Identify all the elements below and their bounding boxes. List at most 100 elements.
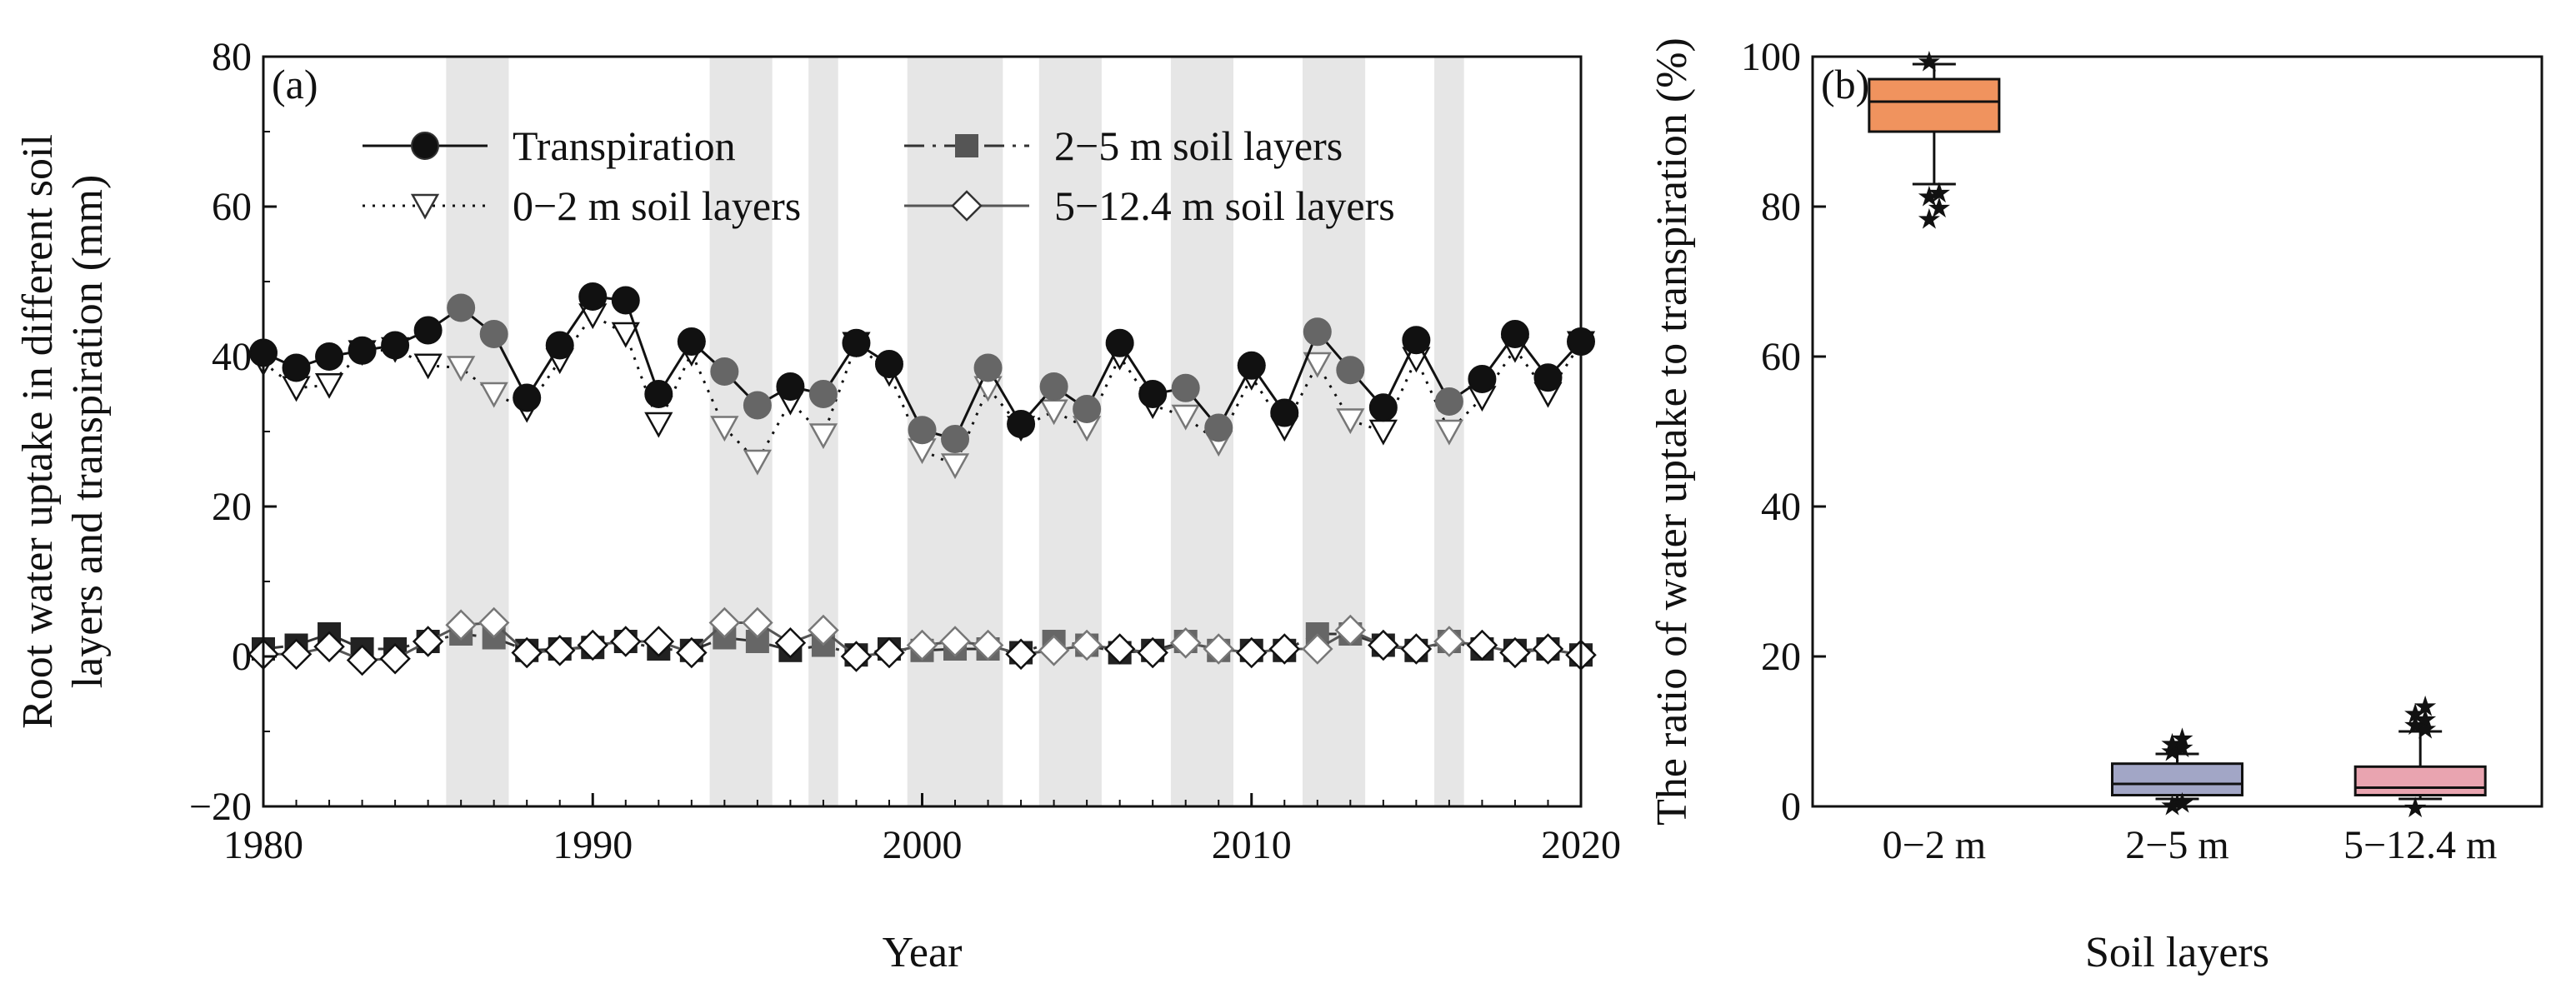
panel-a-legend: Transpiration 0−2 m soil layers 2−5 m so…	[363, 122, 1395, 229]
data-point	[1039, 372, 1068, 401]
data-point	[479, 320, 508, 348]
data-point	[743, 391, 772, 420]
data-point	[708, 606, 741, 639]
box-iqr	[1868, 77, 2001, 133]
x-tick-label: 2000	[883, 823, 963, 867]
data-point	[1270, 398, 1299, 427]
data-point	[1368, 393, 1398, 422]
panel-a-series	[248, 282, 1597, 676]
outlier-point: ★	[2413, 692, 2438, 723]
panel-b-boxes: ★★★★★★★★★★★★★★★★★	[1868, 47, 2487, 824]
data-point	[1235, 636, 1268, 669]
y-tick-label: 60	[1761, 335, 1801, 379]
y-tick-label: 80	[212, 35, 252, 79]
data-point	[447, 356, 476, 382]
outlier-point: ★	[2169, 789, 2194, 820]
data-point	[1466, 629, 1498, 661]
y-tick-label: 40	[212, 335, 252, 379]
data-point	[710, 416, 739, 442]
data-point	[313, 631, 345, 663]
data-point	[1433, 626, 1465, 657]
legend-0-2m: 0−2 m soil layers	[513, 182, 801, 229]
data-point	[315, 342, 344, 371]
data-point	[808, 423, 838, 450]
outlier-point: ★	[2403, 793, 2428, 824]
outlier-point: ★	[1917, 47, 1942, 78]
data-point	[774, 627, 807, 659]
legend-marker	[955, 134, 978, 157]
data-point	[413, 353, 443, 380]
data-point	[1073, 395, 1102, 423]
y-tick-label: 80	[1761, 185, 1801, 229]
data-point	[1038, 635, 1070, 666]
y-tick-label: 20	[1761, 635, 1801, 679]
data-point	[873, 636, 905, 669]
data-point	[1007, 410, 1036, 438]
data-point	[412, 626, 444, 657]
data-point	[1334, 614, 1367, 646]
box-iqr	[2111, 762, 2243, 797]
x-tick-label: 2020	[1541, 823, 1621, 867]
legend-marker	[951, 190, 983, 222]
y-tick-label: 0	[1781, 785, 1801, 829]
x-tick-label: 2−5 m	[2125, 823, 2228, 867]
outlier-point: ★	[1927, 178, 1952, 209]
data-point	[611, 286, 640, 315]
panel-a-y-axis-label-line1: Root water uptake in different soil	[14, 134, 62, 729]
shaded-period	[1303, 57, 1366, 806]
legend-transpiration: Transpiration	[513, 122, 736, 169]
outlier-point: ★	[2413, 715, 2438, 746]
series-0	[249, 282, 1595, 453]
outlier-point: ★	[2403, 700, 2428, 731]
box-2: ★★★★★★	[2353, 692, 2487, 824]
data-point	[677, 327, 706, 356]
data-point	[874, 350, 903, 378]
data-point	[545, 331, 574, 360]
panel-b-y-axis-label: The ratio of water uptake to transpirati…	[1648, 37, 1696, 826]
outlier-point: ★	[1917, 182, 1942, 213]
data-point	[280, 638, 313, 671]
box-0: ★★★★★	[1868, 47, 2001, 236]
y-tick-label: 0	[232, 635, 252, 679]
data-point	[1237, 351, 1266, 380]
data-point	[972, 629, 1004, 661]
data-point	[543, 635, 576, 666]
data-point	[346, 644, 378, 676]
data-point	[842, 328, 871, 357]
data-point	[1336, 356, 1365, 385]
data-point	[906, 629, 938, 661]
data-point	[808, 614, 839, 646]
data-point	[513, 383, 542, 412]
data-point	[381, 331, 410, 360]
panel-b-label: (b)	[1821, 61, 1869, 107]
data-point	[1138, 380, 1168, 408]
data-point	[1268, 633, 1301, 665]
data-point	[840, 641, 873, 672]
outlier-point: ★	[2169, 733, 2194, 764]
x-tick-label: 0−2 m	[1883, 823, 1986, 867]
outlier-point: ★	[1927, 193, 1952, 224]
data-point	[908, 416, 937, 445]
data-point	[1336, 408, 1365, 435]
data-point	[314, 372, 344, 399]
data-point	[577, 629, 609, 661]
data-point	[1303, 352, 1332, 378]
panel-b-ticks: 0−2 m 2−5 m 5−12.4 m 0 20 40 60 80 100	[1741, 35, 2497, 867]
y-tick-label: 40	[1761, 485, 1801, 529]
y-tick-label: 60	[212, 185, 252, 229]
data-point	[379, 642, 411, 675]
data-point	[445, 609, 477, 641]
data-point	[1169, 627, 1202, 659]
outlier-point: ★	[1917, 205, 1942, 236]
data-point	[348, 336, 377, 365]
data-point	[478, 606, 510, 639]
y-tick-label: 20	[212, 485, 252, 529]
y-tick-label: −20	[189, 785, 252, 829]
outlier-point: ★	[2159, 737, 2184, 768]
outlier-point: ★	[2169, 724, 2194, 755]
legend-marker	[410, 193, 440, 220]
panel-a-ticks: 1980 1990 2000 2010 2020 −20 0 20 40 60 80	[189, 35, 1621, 867]
data-point	[1204, 413, 1233, 442]
outlier-point: ★	[2159, 730, 2184, 761]
